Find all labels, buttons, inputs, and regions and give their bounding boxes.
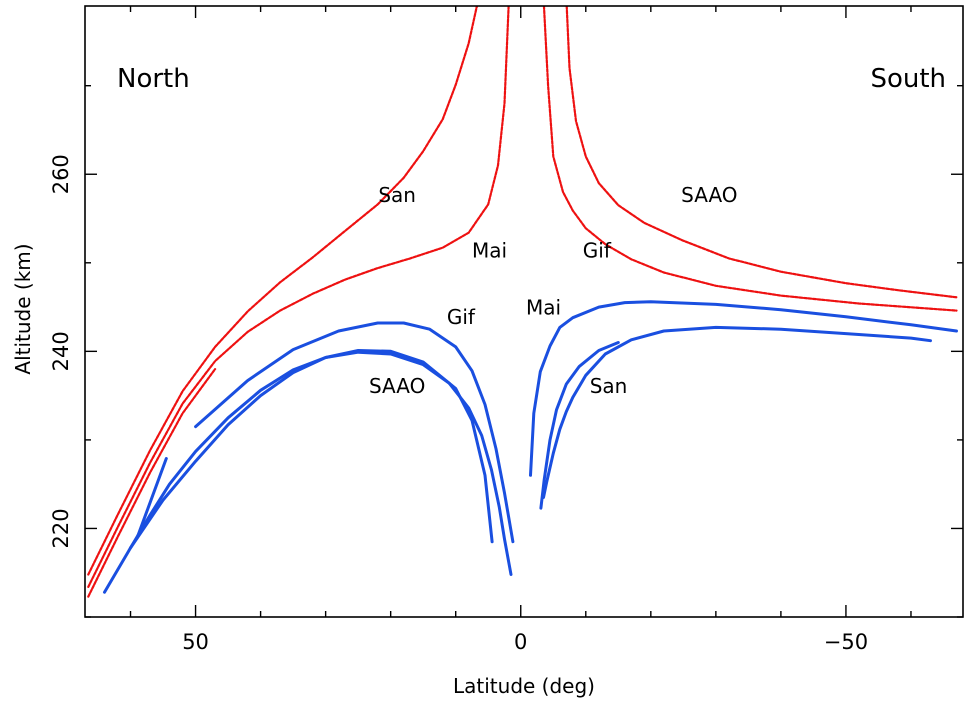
curve-label-saao: SAAO <box>681 183 737 207</box>
curve-label-gif: Gif <box>583 239 612 263</box>
series-line-blue-south-9 <box>529 300 958 477</box>
y-tick-label: 240 <box>49 331 73 371</box>
x-tick-label: 0 <box>514 630 527 654</box>
curve-annotations: San Mai Gif SAAO Gif Mai SAAO San <box>369 183 738 398</box>
curves-layer <box>87 6 958 598</box>
series-line-red-north-inner-2 <box>87 6 510 589</box>
series-line-blue-north-7 <box>129 350 513 576</box>
axis-ticks <box>85 6 963 618</box>
series-line-blue-north-5 <box>194 321 515 544</box>
y-tick-label: 260 <box>49 154 73 194</box>
plot-frame <box>84 5 964 618</box>
series-line-red-south-inner-3 <box>542 6 958 312</box>
series-line-red-south-outer-4 <box>565 6 958 299</box>
x-tick-label: 50 <box>182 630 209 654</box>
axis-tick-labels: 50 0 −50 220 240 260 <box>49 154 868 654</box>
series-line-blue-south-11 <box>539 341 620 510</box>
x-tick-label: −50 <box>824 630 868 654</box>
series-line-red-north-outer-1 <box>87 368 217 598</box>
curve-label-mai: Mai <box>526 295 561 319</box>
series-line-blue-north-8 <box>135 457 168 540</box>
y-axis-title: Altitude (km) <box>11 243 35 374</box>
curve-label-mai: Mai <box>472 239 507 263</box>
north-label: North <box>117 64 190 94</box>
x-axis-title: Latitude (deg) <box>453 674 595 698</box>
series-line-red-north-outer-0 <box>87 6 479 576</box>
curve-label-san: San <box>590 374 628 398</box>
curve-label-gif: Gif <box>447 305 476 329</box>
series-line-blue-south-10 <box>542 325 932 499</box>
south-label: South <box>870 64 946 94</box>
y-tick-label: 220 <box>49 508 73 548</box>
curve-label-san: San <box>378 183 416 207</box>
curve-label-saao: SAAO <box>369 374 425 398</box>
